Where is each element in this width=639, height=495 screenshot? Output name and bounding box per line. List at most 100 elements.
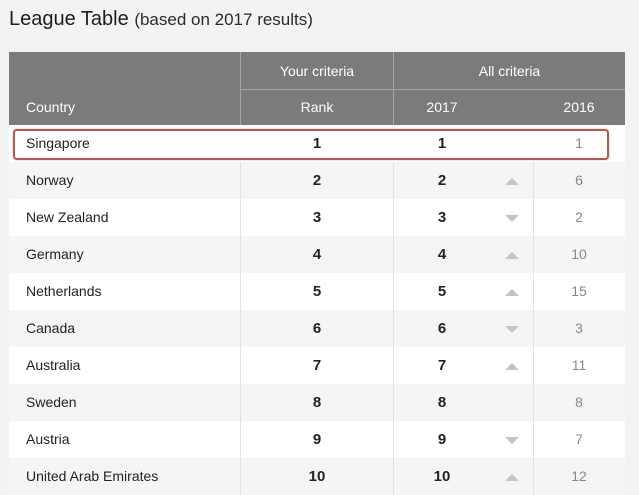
country-name: Singapore [26, 135, 90, 151]
table-row[interactable]: Netherlands 5 5 15 [9, 273, 625, 310]
trend-cell [490, 347, 533, 384]
header-divider [241, 89, 625, 90]
country-name: United Arab Emirates [26, 468, 159, 484]
rank-2016: 6 [575, 172, 583, 188]
page-title: League Table (based on 2017 results) [9, 8, 313, 31]
table-row[interactable]: Canada 6 6 3 [9, 310, 625, 347]
column-separator [393, 273, 394, 310]
trend-cell [490, 236, 533, 273]
rank-2016: 7 [575, 431, 583, 447]
trend-cell [490, 421, 533, 458]
table-row[interactable]: Australia 7 7 11 [9, 347, 625, 384]
column-separator [533, 310, 534, 347]
column-separator [393, 458, 394, 495]
country-name: Sweden [26, 394, 77, 410]
rank-2017: 8 [437, 394, 447, 411]
column-separator [240, 421, 241, 458]
rank-2017: 1 [437, 135, 447, 152]
your-rank: 5 [312, 283, 322, 300]
header-group-all-criteria: All criteria [478, 63, 541, 79]
your-rank: 9 [312, 431, 322, 448]
trend-up-icon [504, 251, 519, 259]
header-group-your-criteria: Your criteria [279, 63, 355, 79]
trend-down-icon [504, 214, 519, 222]
column-separator [533, 458, 534, 495]
rank-2017: 7 [437, 357, 447, 374]
trend-up-icon [504, 177, 519, 185]
column-separator [533, 199, 534, 236]
rank-2016: 10 [571, 246, 587, 262]
column-separator [393, 347, 394, 384]
table-header: Your criteria All criteria Country Rank … [9, 52, 625, 125]
column-separator [393, 236, 394, 273]
trend-down-icon [504, 325, 519, 333]
your-rank: 3 [312, 209, 322, 226]
trend-cell [490, 125, 533, 162]
rank-2016: 1 [575, 135, 583, 151]
trend-cell [490, 458, 533, 495]
column-separator [533, 236, 534, 273]
table-row[interactable]: Austria 9 9 7 [9, 421, 625, 458]
rank-2016: 3 [575, 320, 583, 336]
rank-2016: 12 [571, 468, 587, 484]
country-name: New Zealand [26, 209, 109, 225]
country-name: Austria [26, 431, 70, 447]
trend-up-icon [504, 473, 519, 481]
column-separator [240, 236, 241, 273]
header-country[interactable]: Country [26, 99, 76, 115]
selected-row-highlight [13, 129, 609, 160]
rank-2017: 3 [437, 209, 447, 226]
header-2017[interactable]: 2017 [426, 99, 458, 115]
country-name: Australia [26, 357, 81, 373]
column-separator [240, 458, 241, 495]
table-row[interactable]: New Zealand 3 3 2 [9, 199, 625, 236]
rank-2016: 2 [575, 209, 583, 225]
your-rank: 6 [312, 320, 322, 337]
rank-2017: 4 [437, 246, 447, 263]
column-separator [240, 199, 241, 236]
column-separator [240, 162, 241, 199]
country-name: Canada [26, 320, 76, 336]
column-separator [533, 273, 534, 310]
column-separator [533, 162, 534, 199]
rank-2017: 6 [437, 320, 447, 337]
your-rank: 8 [312, 394, 322, 411]
country-name: Norway [26, 172, 74, 188]
rank-2017: 2 [437, 172, 447, 189]
table-row[interactable]: Sweden 8 8 8 [9, 384, 625, 421]
your-rank: 7 [312, 357, 322, 374]
rank-2017: 10 [433, 468, 451, 485]
your-rank: 10 [308, 468, 326, 485]
header-2016[interactable]: 2016 [563, 99, 595, 115]
table-row[interactable]: Singapore 1 1 1 [9, 125, 625, 162]
table-row[interactable]: Germany 4 4 10 [9, 236, 625, 273]
page-subtitle: (based on 2017 results) [134, 10, 313, 29]
trend-cell [490, 199, 533, 236]
trend-cell [490, 162, 533, 199]
column-separator [240, 347, 241, 384]
trend-down-icon [504, 436, 519, 444]
trend-cell [490, 384, 533, 421]
column-separator [393, 421, 394, 458]
table-row[interactable]: Norway 2 2 6 [9, 162, 625, 199]
column-separator [393, 310, 394, 347]
header-col-divider [393, 52, 394, 125]
column-separator [393, 199, 394, 236]
column-separator [240, 273, 241, 310]
rank-2016: 11 [571, 357, 587, 373]
trend-up-icon [504, 362, 519, 370]
column-separator [393, 162, 394, 199]
trend-up-icon [504, 288, 519, 296]
column-separator [240, 384, 241, 421]
page-title-text: League Table [9, 8, 129, 30]
your-rank: 1 [312, 135, 322, 152]
country-name: Netherlands [26, 283, 102, 299]
trend-cell [490, 310, 533, 347]
header-rank[interactable]: Rank [300, 99, 334, 115]
your-rank: 4 [312, 246, 322, 263]
rank-2017: 5 [437, 283, 447, 300]
country-name: Germany [26, 246, 84, 262]
column-separator [533, 347, 534, 384]
rank-2016: 15 [571, 283, 587, 299]
table-row[interactable]: United Arab Emirates 10 10 12 [9, 458, 625, 495]
